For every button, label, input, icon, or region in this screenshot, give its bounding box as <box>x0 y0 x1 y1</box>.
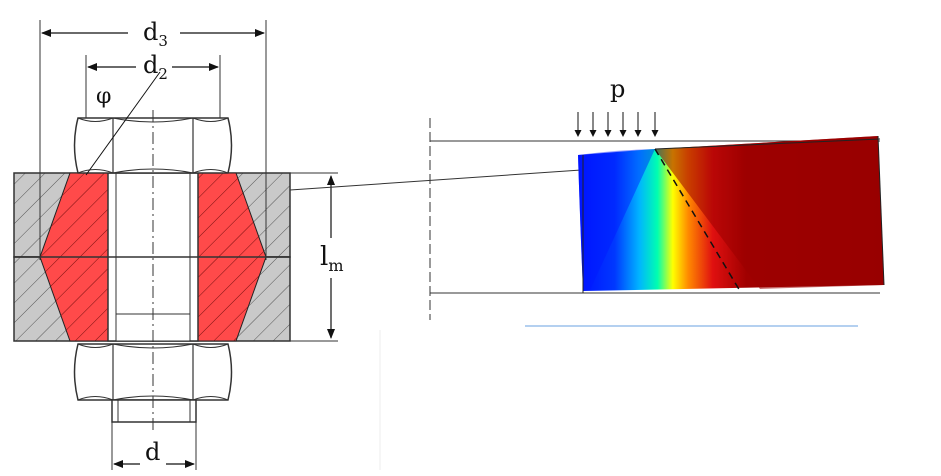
bolt-end <box>111 399 197 423</box>
bolt-joint-section: d3 d2 φ lm d <box>13 18 344 470</box>
dimension-lm: lm <box>320 175 344 339</box>
label-lm: lm <box>320 242 344 275</box>
label-p: p <box>610 75 625 103</box>
label-d3: d3 <box>143 18 168 50</box>
nut <box>73 343 233 401</box>
dimension-d3: d3 <box>41 18 265 50</box>
bolt-head <box>73 117 233 174</box>
label-d: d <box>145 438 160 466</box>
label-phi: φ <box>96 84 111 109</box>
load-arrows <box>574 112 659 137</box>
dimension-d: d <box>113 438 195 468</box>
dimension-d2: d2 <box>87 51 219 83</box>
fem-model: p <box>429 75 885 320</box>
angle-phi: φ <box>85 71 161 176</box>
cone-line <box>654 148 741 292</box>
label-d2: d2 <box>143 51 168 83</box>
